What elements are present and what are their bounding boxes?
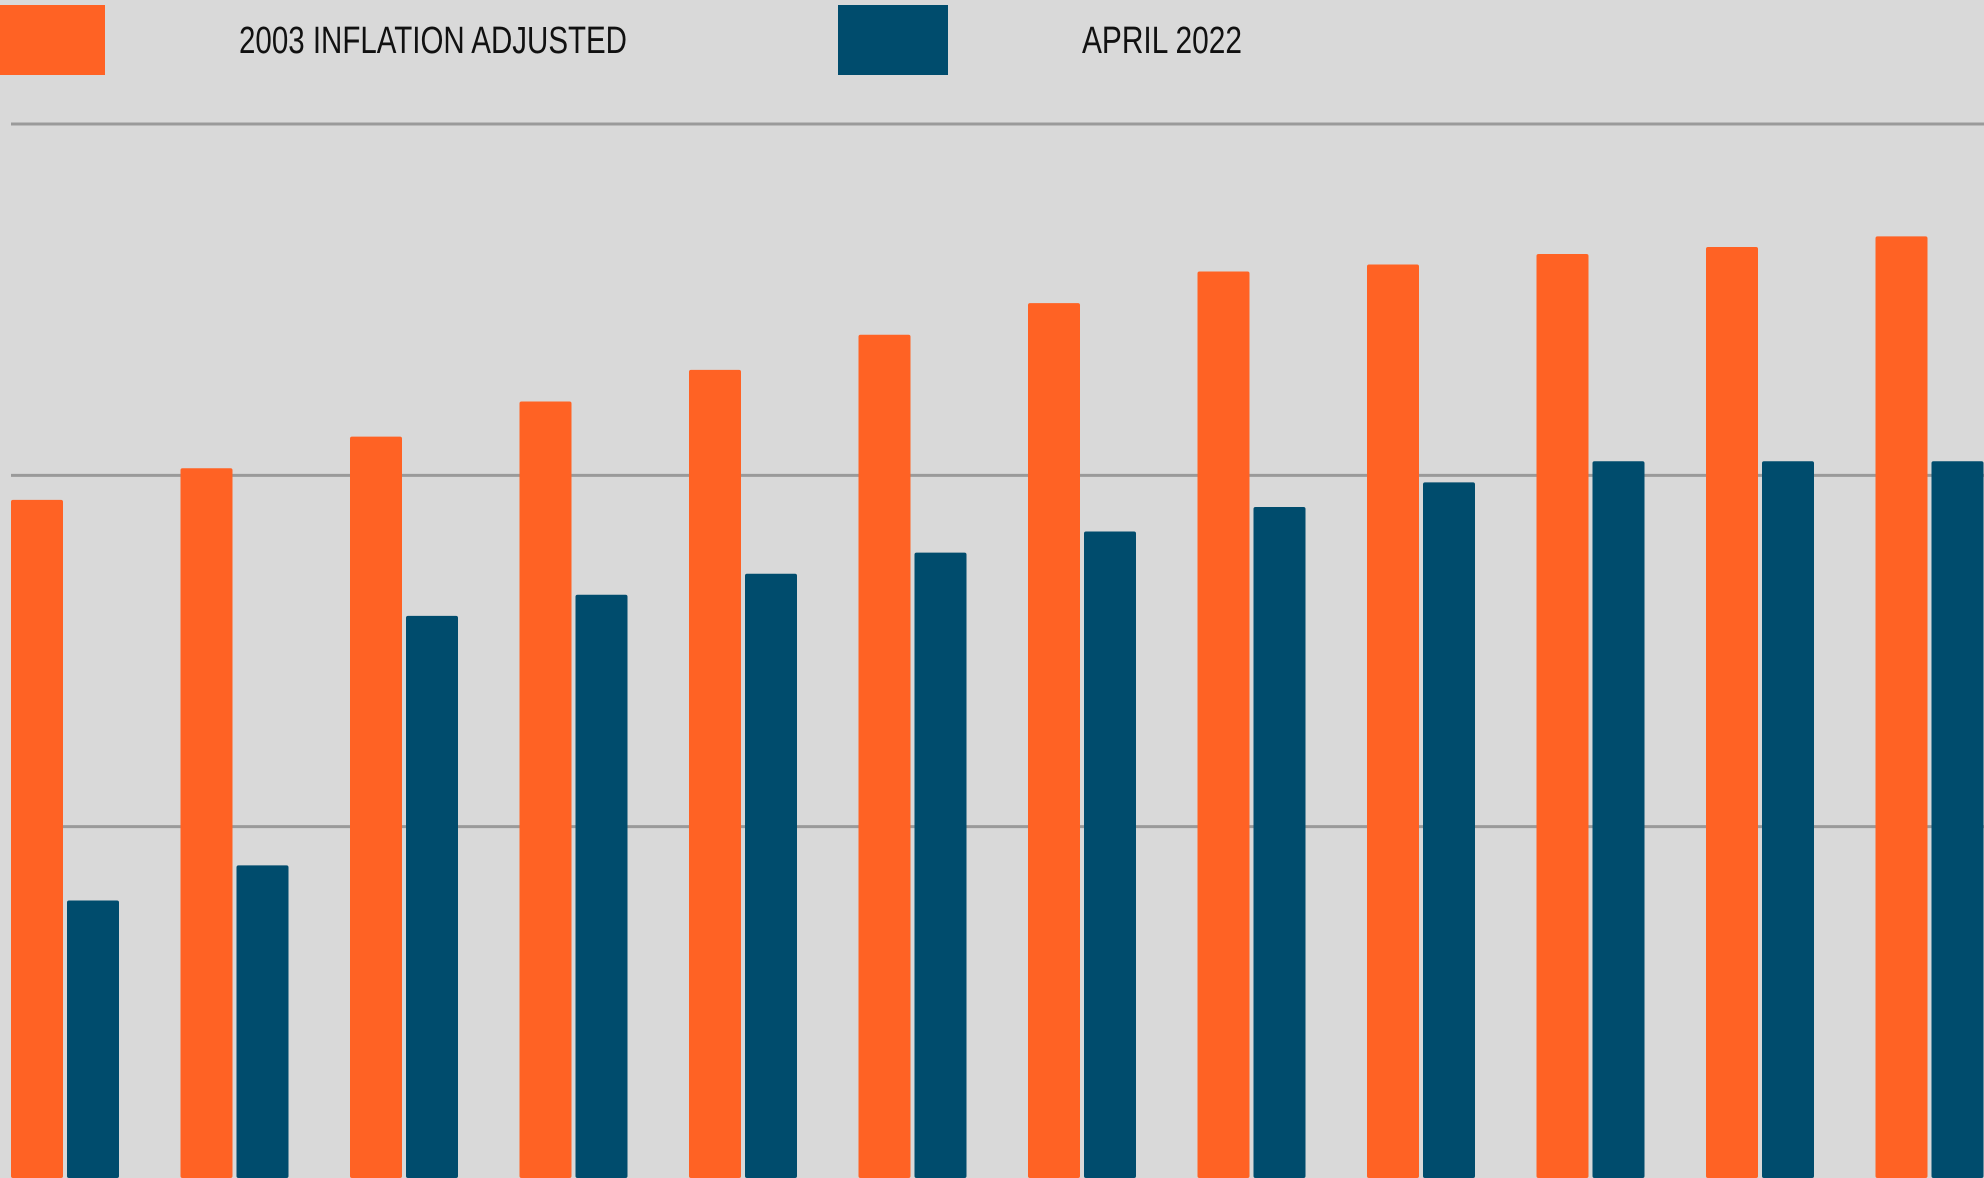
bar: [1253, 506, 1306, 1178]
bar: [689, 369, 741, 1178]
bar: [1197, 271, 1250, 1178]
bar: [1367, 264, 1419, 1178]
bar: [1536, 253, 1589, 1178]
bar: [519, 401, 572, 1178]
bar: [1931, 461, 1984, 1178]
bar: [1592, 461, 1645, 1178]
bar: [575, 594, 628, 1178]
bar: [67, 900, 119, 1178]
bar: [1762, 461, 1814, 1178]
bar: [236, 865, 289, 1178]
bar: [1423, 482, 1475, 1178]
bar: [1084, 531, 1136, 1178]
bar: [1706, 246, 1758, 1178]
bar: [350, 436, 402, 1178]
bar: [914, 552, 967, 1178]
bar: [1875, 236, 1928, 1178]
legend-swatch: [838, 5, 948, 75]
bar: [11, 499, 63, 1178]
legend-label: 2003 INFLATION ADJUSTED: [239, 20, 627, 62]
bar: [1028, 303, 1080, 1178]
bar: [745, 573, 797, 1178]
bar: [180, 468, 233, 1178]
legend-swatch: [0, 5, 105, 75]
bar: [858, 334, 911, 1178]
legend-label: APRIL 2022: [1082, 20, 1242, 62]
bar: [406, 615, 458, 1178]
